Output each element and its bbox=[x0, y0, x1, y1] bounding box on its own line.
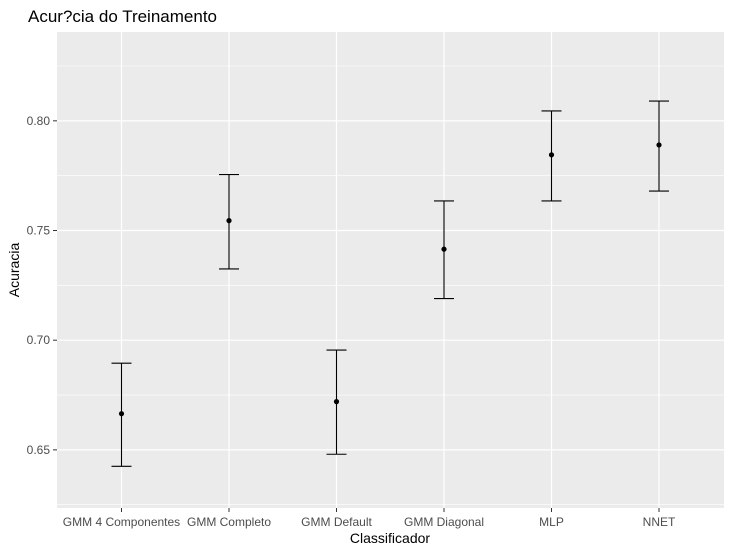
error-bars bbox=[111, 100, 669, 467]
y-tick-labels: 0.65 0.70 0.75 0.80 bbox=[27, 114, 57, 457]
data-point bbox=[548, 152, 555, 158]
y-tick-label: 0.80 bbox=[27, 114, 51, 128]
x-axis-title: Classificador bbox=[350, 530, 430, 546]
x-tick-label: GMM 4 Componentes bbox=[63, 515, 180, 529]
x-tick-label: MLP bbox=[539, 515, 564, 529]
data-point bbox=[656, 142, 662, 148]
x-tick-label: NNET bbox=[643, 515, 676, 529]
data-point bbox=[118, 411, 125, 417]
data-point bbox=[333, 399, 340, 405]
x-tick-label: GMM Default bbox=[301, 515, 372, 529]
x-tick-labels: GMM 4 Componentes GMM Completo GMM Default… bbox=[63, 508, 676, 529]
x-tick-label: GMM Completo bbox=[187, 515, 271, 529]
data-point bbox=[226, 218, 232, 224]
plot-panel bbox=[57, 32, 724, 508]
x-tick-label: GMM Diagonal bbox=[404, 515, 484, 529]
chart-title: Acur?cia do Treinamento bbox=[28, 7, 217, 26]
y-tick-label: 0.65 bbox=[27, 443, 51, 457]
data-point bbox=[441, 246, 447, 252]
y-tick-label: 0.70 bbox=[27, 333, 51, 347]
y-tick-label: 0.75 bbox=[27, 224, 51, 238]
y-axis-title: Acuracia bbox=[6, 243, 22, 298]
